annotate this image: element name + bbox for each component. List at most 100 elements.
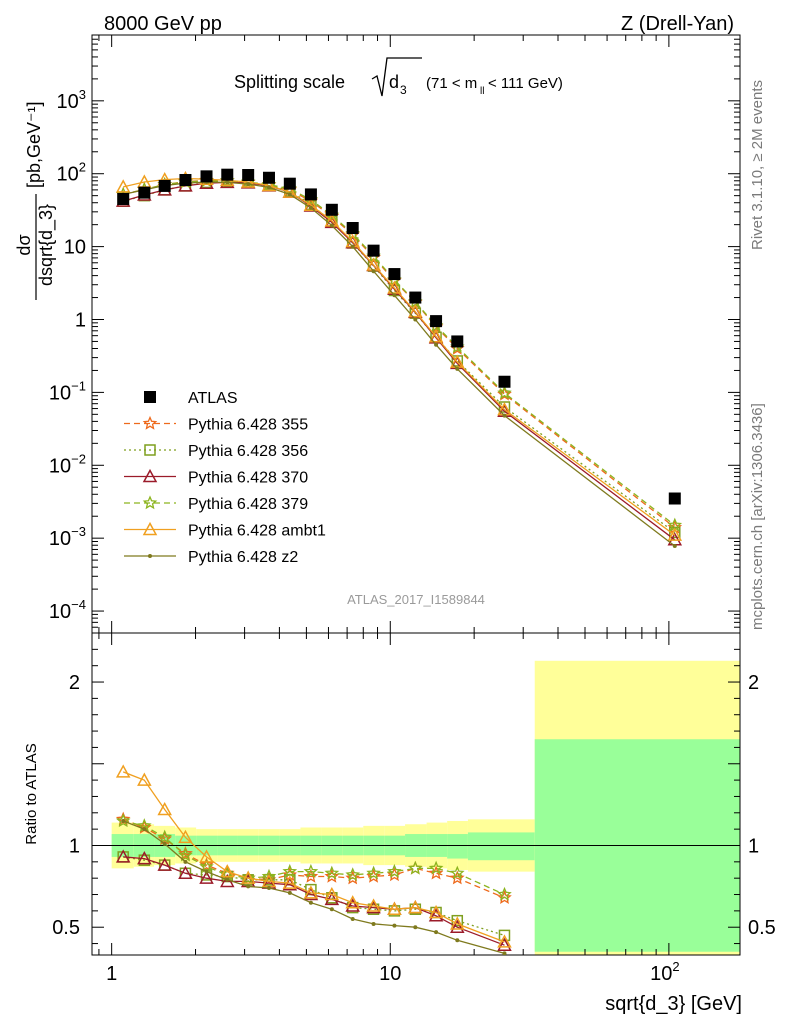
x-axis-label: sqrt{d_3} [GeV] [605,993,742,1015]
data-point [138,186,151,199]
data-point [157,829,173,844]
data-point [178,829,193,844]
legend-entry: Pythia 6.428 370 [124,468,308,487]
data-point [497,937,512,951]
data-point [115,764,131,778]
data-point [262,171,275,184]
data-point [428,904,444,919]
data-point [428,329,444,343]
data-point [434,930,439,935]
legend-label: ATLAS [188,390,238,407]
main-y-axis-label: dσ dsqrt{d_3} [pb,GeV⁻¹] [14,101,57,300]
data-point [408,304,423,318]
data-point [345,870,361,885]
data-point [178,847,193,862]
data-point [287,890,292,895]
data-point [672,544,677,549]
data-point [144,444,156,456]
ratio-y-tick-label-left: 0.5 [52,917,80,939]
main-plot-frame [91,34,741,634]
data-point [199,849,214,863]
ylabel-unit: [pb,GeV⁻¹] [24,101,44,188]
data-point [157,857,172,871]
data-point [324,886,340,901]
x-tick-label: 10 [379,963,401,985]
data-point [266,885,271,890]
legend-label: Pythia 6.428 ambt1 [188,523,326,540]
stat-uncertainty-band [447,834,468,859]
ratio-series-6 [121,818,507,955]
plot-title: Splitting scale d 3 (71 < m ll < 111 GeV… [234,57,563,97]
ylabel-numerator: dσ [14,234,34,255]
data-point [246,884,251,889]
data-point [266,185,271,190]
legend-label: Pythia 6.428 379 [188,496,308,513]
data-point [409,291,422,304]
title-cut-a: (71 < m [426,75,477,92]
series-6 [121,179,677,549]
data-point [387,863,402,878]
y-tick-label: 10−4 [49,597,86,623]
data-point [142,468,158,483]
data-point [200,170,213,183]
data-point [428,908,444,922]
data-point [428,865,444,880]
data-point [413,925,418,930]
data-point [282,863,298,878]
legend-label: Pythia 6.428 355 [188,417,308,434]
series-line [123,181,676,547]
data-point [350,244,355,249]
data-point [158,179,171,192]
data-point [366,898,381,912]
ratio-series-4 [115,813,512,901]
data-point [455,366,460,371]
data-point [345,867,361,882]
data-point [497,890,512,904]
y-tick-label: 10−2 [49,451,86,477]
y-tick-label: 10 [64,237,86,259]
y-tick-label: 10−1 [49,378,86,404]
legend-entry: Pythia 6.428 z2 [124,549,298,566]
series-0 [117,168,681,505]
ratio-y-tick-label-left: 1 [69,835,80,857]
data-point [497,934,512,948]
data-point [115,849,131,863]
data-point [304,188,317,201]
data-point [350,917,355,922]
title-cut-sub: ll [480,86,484,97]
data-point [178,845,193,860]
x-tick-label: 102 [650,959,679,985]
data-point [303,863,319,878]
data-point [367,244,380,257]
data-point [345,895,360,909]
ratio-y-tick-label-right: 0.5 [748,917,776,939]
data-point [246,182,251,187]
data-point [283,177,296,190]
data-point [450,919,465,933]
data-point [240,870,256,884]
data-point [324,865,340,880]
side-label-mcplots: mcplots.cern.ch [arXiv:1306.3436] [749,403,766,630]
side-label-rivet: Rivet 3.1.10, ≥ 2M events [749,80,766,250]
data-point [261,868,277,883]
legend-entry: ATLAS [144,390,238,407]
data-point [308,900,313,905]
data-point [371,921,376,926]
data-point [388,268,401,281]
legend-label: Pythia 6.428 z2 [188,549,298,566]
data-point [449,870,465,885]
data-point [303,868,319,883]
header-process: Z (Drell-Yan) [621,13,734,35]
data-point [204,869,209,874]
title-symbol: d [389,72,399,92]
data-point [497,886,512,901]
data-point [261,177,277,192]
data-point [303,885,319,899]
data-point [221,168,234,181]
data-point [392,293,397,298]
data-point [142,827,147,832]
data-point [220,864,235,878]
legend-entry: Pythia 6.428 379 [124,495,308,513]
data-point [455,938,460,943]
